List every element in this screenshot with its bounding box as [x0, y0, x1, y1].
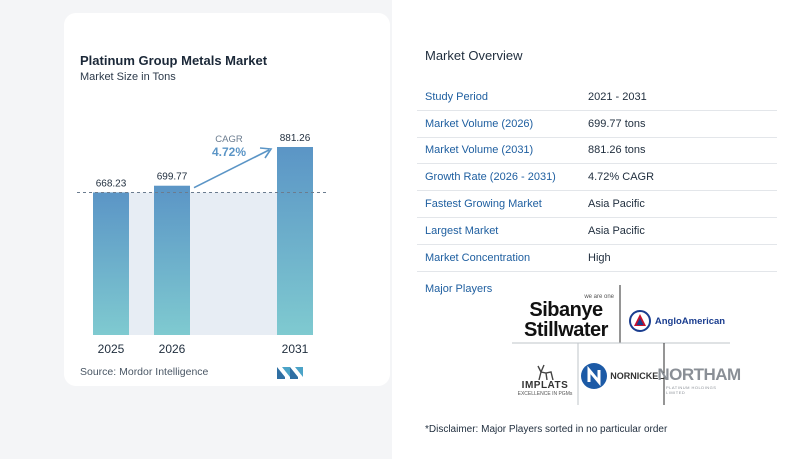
cagr-value: 4.72% — [212, 145, 246, 159]
mordor-intelligence-logo — [277, 367, 303, 379]
overview-table: Study Period 2021 - 2031 Market Volume (2… — [417, 84, 777, 272]
x-tick-2025: 2025 — [98, 342, 125, 356]
implats-logo: IMPLATS EXCELLENCE IN PGMs — [512, 358, 578, 402]
data-label-2031: 881.26 — [280, 133, 311, 144]
table-row: Market Concentration High — [417, 245, 777, 272]
row-label: Fastest Growing Market — [425, 198, 542, 211]
major-players-label: Major Players — [425, 283, 493, 295]
table-row: Market Volume (2026) 699.77 tons — [417, 111, 777, 138]
bar-2025 — [93, 192, 129, 335]
x-tick-2026: 2026 — [159, 342, 186, 356]
row-value: 4.72% CAGR — [588, 171, 655, 184]
data-label-2025: 668.23 — [96, 178, 127, 189]
table-row: Study Period 2021 - 2031 — [417, 84, 777, 111]
row-value: Asia Pacific — [588, 224, 645, 237]
row-label: Market Concentration — [425, 251, 531, 264]
nornickel-emblem-icon — [581, 363, 608, 389]
disclaimer: *Disclaimer: Major Players sorted in no … — [425, 424, 668, 435]
table-row: Largest Market Asia Pacific — [417, 218, 777, 245]
implats-tagline: EXCELLENCE IN PGMs — [517, 390, 573, 397]
table-row: Growth Rate (2026 - 2031) 4.72% CAGR — [417, 164, 777, 192]
row-value: High — [588, 251, 611, 264]
chart-card: 668.23 2025 699.77 2026 881.26 2031 CAGR 4.72% … — [64, 13, 390, 386]
row-label: Growth Rate (2026 - 2031) — [425, 171, 556, 184]
cagr-label: CAGR — [215, 134, 243, 145]
bar-2026 — [154, 185, 190, 335]
row-label: Market Volume (2026) — [425, 117, 534, 130]
row-value: 2021 - 2031 — [588, 90, 647, 103]
cagr-arrow-line — [193, 149, 270, 189]
row-label: Largest Market — [425, 224, 499, 237]
source-note: Source: Mordor Intelligence — [80, 366, 209, 378]
row-value: 881.26 tons — [588, 144, 646, 157]
implats-wordmark: IMPLATS — [521, 379, 569, 391]
table-row: Fastest Growing Market Asia Pacific — [417, 191, 777, 218]
sibanye-line2: Stillwater — [524, 319, 608, 341]
anglo-emblem-icon — [628, 310, 651, 332]
nornickel-logo: NORNICKEL — [578, 358, 666, 394]
row-value: Asia Pacific — [588, 198, 645, 211]
cagr-arrow-head-icon — [259, 147, 273, 159]
northam-wordmark: NORTHAM — [657, 365, 741, 384]
anglo-wordmark: AngloAmerican — [654, 315, 726, 327]
impala-icon — [537, 364, 554, 380]
x-tick-2031: 2031 — [282, 342, 309, 356]
chart-subtitle: Market Size in Tons — [80, 71, 176, 83]
nornickel-wordmark: NORNICKEL — [610, 371, 664, 381]
row-label: Market Volume (2031) — [425, 144, 534, 157]
chart-title: Platinum Group Metals Market — [80, 53, 268, 68]
northam-tagline: PLATINUM HOLDINGS LIMITED — [666, 385, 717, 395]
anglo-american-logo: AngloAmerican — [622, 305, 732, 337]
bar-2031 — [277, 147, 313, 335]
sibanye-line1: Sibanye — [529, 299, 603, 321]
row-label: Study Period — [425, 90, 488, 103]
row-value: 699.77 tons — [588, 117, 646, 130]
overview-title: Market Overview — [425, 48, 523, 63]
northam-logo: NORTHAM PLATINUM HOLDINGS LIMITED — [657, 360, 741, 400]
sibanye-tagline: we are one — [584, 294, 614, 300]
data-label-2026: 699.77 — [157, 172, 188, 183]
table-row: Market Volume (2031) 881.26 tons — [417, 138, 777, 165]
sibanye-stillwater-logo: we are one Sibanye Stillwater — [512, 293, 620, 341]
